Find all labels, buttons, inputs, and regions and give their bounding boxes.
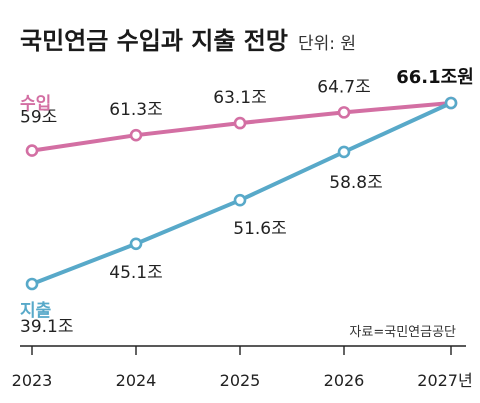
data-point bbox=[25, 277, 39, 291]
data-label: 45.1조 bbox=[109, 263, 163, 283]
series-lines bbox=[31, 101, 452, 286]
data-label: 58.8조 bbox=[329, 173, 383, 193]
data-label: 61.3조 bbox=[109, 100, 163, 120]
data-point bbox=[233, 193, 247, 207]
data-point bbox=[337, 145, 351, 159]
chart-title: 국민연금 수입과 지출 전망 bbox=[20, 27, 288, 55]
x-tick-label: 2026 bbox=[324, 371, 365, 390]
series-points bbox=[25, 96, 458, 291]
chart-unit-subtitle: 단위: 원 bbox=[298, 34, 356, 54]
data-label: 39.1조 bbox=[20, 317, 74, 337]
series-line-expense bbox=[31, 101, 452, 286]
data-label: 64.7조 bbox=[317, 77, 371, 97]
x-tick-label: 2023 bbox=[12, 371, 53, 390]
data-label: 59조 bbox=[20, 108, 57, 128]
series-name-label: 수입 bbox=[20, 94, 51, 114]
data-point bbox=[444, 96, 458, 110]
x-tick-label: 2027년 bbox=[417, 371, 472, 390]
data-point bbox=[129, 237, 143, 251]
data-point bbox=[337, 106, 351, 119]
x-axis: 2023 2024 2025 2026 2027년 bbox=[12, 345, 473, 390]
source-note: 자료=국민연금공단 bbox=[349, 325, 456, 340]
data-label: 51.6조 bbox=[233, 219, 287, 239]
data-label: 63.1조 bbox=[213, 88, 267, 108]
data-label: 66.1조원 bbox=[396, 67, 474, 88]
data-point bbox=[233, 116, 247, 130]
data-point bbox=[129, 128, 143, 142]
x-tick-label: 2024 bbox=[116, 371, 157, 390]
series-name-label: 지출 bbox=[20, 301, 52, 321]
x-tick-label: 2025 bbox=[220, 371, 261, 390]
data-point bbox=[25, 144, 39, 157]
